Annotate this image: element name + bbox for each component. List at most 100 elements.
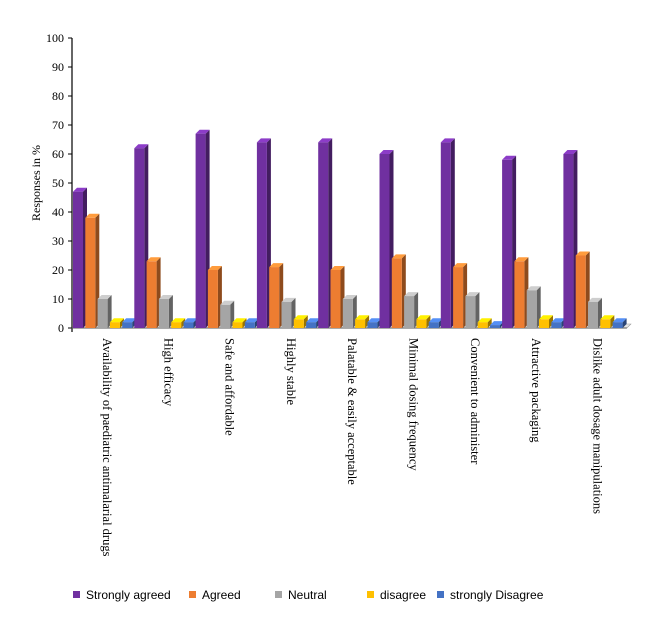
bar-side xyxy=(622,318,627,328)
bar-side xyxy=(107,295,112,328)
bar-top xyxy=(293,315,308,320)
bar xyxy=(514,257,529,328)
bar xyxy=(477,318,492,328)
y-tick-label: 60 xyxy=(52,147,64,161)
y-tick-label: 90 xyxy=(52,60,64,74)
legend-label: Neutral xyxy=(288,588,327,602)
bar-front xyxy=(391,258,402,328)
bar xyxy=(293,315,308,328)
bar-top xyxy=(490,321,504,326)
legend-item: Neutral xyxy=(275,588,327,602)
bar-front xyxy=(526,290,537,328)
bar xyxy=(146,257,161,328)
bar xyxy=(502,155,517,328)
bar-front xyxy=(195,133,206,328)
bar xyxy=(453,263,468,328)
bar-front xyxy=(428,322,439,328)
legend: Strongly agreed Agreed Neutral disagree stro… xyxy=(73,588,544,602)
bar-top xyxy=(183,318,198,323)
bar-front xyxy=(232,322,243,328)
legend-swatch xyxy=(189,591,196,598)
bar-side xyxy=(487,318,492,328)
bar-front xyxy=(318,142,329,328)
bar-side xyxy=(242,318,247,328)
bar xyxy=(575,251,590,328)
bar-front xyxy=(490,325,500,328)
bar-top xyxy=(404,292,419,297)
bar-front xyxy=(551,322,562,328)
bar-top xyxy=(355,315,370,320)
bar-front xyxy=(122,322,133,328)
bar xyxy=(416,315,431,328)
bar-front xyxy=(256,142,267,328)
bar-front xyxy=(269,267,280,328)
y-axis-title: Responses in % xyxy=(29,145,43,221)
bar-top xyxy=(85,213,100,218)
y-tick-label: 100 xyxy=(46,31,64,45)
bar-top xyxy=(318,138,333,143)
bar-front xyxy=(158,299,169,328)
bar-top xyxy=(600,315,615,320)
bar xyxy=(73,187,87,328)
bar xyxy=(195,129,210,328)
legend-label: disagree xyxy=(380,588,426,602)
bar-front xyxy=(502,159,513,328)
bar-front xyxy=(453,267,464,328)
legend-item: Agreed xyxy=(189,588,241,602)
x-axis-labels: Availability of paediatric antimalarial … xyxy=(100,338,604,557)
bar xyxy=(391,254,406,328)
legend-label: strongly Disagree xyxy=(450,588,544,602)
x-tick-label: Availability of paediatric antimalarial … xyxy=(100,338,114,557)
legend-label: Strongly agreed xyxy=(86,588,171,602)
bar-front xyxy=(563,154,574,328)
bar xyxy=(465,292,480,328)
bar-front xyxy=(85,217,96,328)
bar-top xyxy=(416,315,431,320)
bar-front xyxy=(220,304,231,328)
bar-top xyxy=(232,318,247,323)
bar-top xyxy=(330,266,345,270)
bars xyxy=(73,129,627,328)
bar xyxy=(440,138,455,328)
bar-top xyxy=(146,257,161,262)
x-tick-label: Palatable & easily acceptable xyxy=(345,338,359,485)
bar-front xyxy=(306,322,317,328)
bar-top xyxy=(539,315,553,320)
bar xyxy=(269,263,284,328)
bar-front xyxy=(355,319,366,328)
y-tick-label: 20 xyxy=(52,263,64,277)
bar-front xyxy=(146,261,157,328)
y-tick-label: 80 xyxy=(52,89,64,103)
bar-top xyxy=(588,297,602,302)
bar-top xyxy=(563,150,578,154)
bar-front xyxy=(134,148,145,328)
bar-top xyxy=(453,263,468,268)
bar-front xyxy=(600,319,611,328)
bar-top xyxy=(477,318,492,323)
bar-front xyxy=(281,301,292,328)
bar xyxy=(342,295,357,328)
y-tick-label: 0 xyxy=(58,321,64,335)
bar-top xyxy=(97,295,112,299)
bar-top xyxy=(122,318,137,323)
bar xyxy=(539,315,553,328)
bar xyxy=(600,315,615,328)
bar-side xyxy=(168,295,173,328)
bar-top xyxy=(367,318,382,323)
bar-top xyxy=(244,318,259,323)
bar-top xyxy=(269,263,284,268)
bar-front xyxy=(73,191,83,328)
bar-front xyxy=(588,301,598,328)
bar xyxy=(220,300,235,328)
legend-item: disagree xyxy=(367,588,426,602)
bar-front xyxy=(330,270,341,328)
bar-front xyxy=(404,296,415,328)
bar-top xyxy=(342,295,357,299)
bar-front xyxy=(477,322,488,328)
bar xyxy=(85,213,100,328)
bar-top xyxy=(220,300,235,305)
bar-top xyxy=(158,295,173,299)
bar-top xyxy=(73,187,87,192)
bar-front xyxy=(342,299,353,328)
